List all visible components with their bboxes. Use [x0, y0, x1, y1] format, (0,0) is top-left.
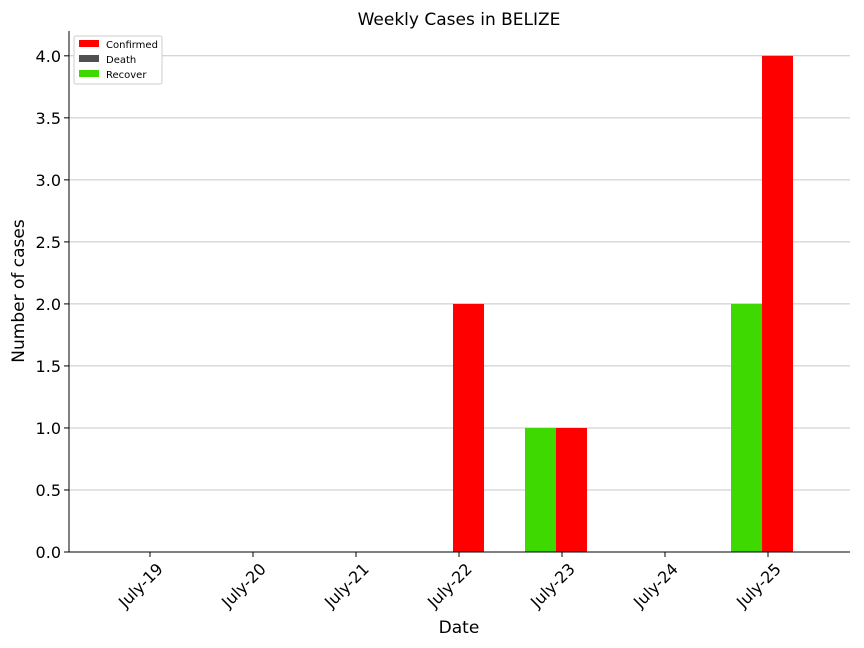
legend-label-confirmed: Confirmed [106, 40, 158, 51]
legend-swatch-recover [79, 70, 99, 77]
chart-title: Weekly Cases in BELIZE [358, 10, 561, 30]
y-tick-label: 4.0 [36, 47, 61, 66]
x-tick-label: July-21 [320, 559, 373, 612]
x-tick-label: July-25 [732, 559, 785, 612]
x-tick-label: July-24 [629, 559, 682, 612]
bars [453, 55, 793, 553]
bar-confirmed-july-25 [762, 55, 793, 553]
legend-label-recover: Recover [106, 70, 147, 81]
bar-confirmed-july-22 [453, 303, 484, 552]
x-tick-label: July-20 [217, 559, 270, 612]
y-tick-label: 3.0 [36, 171, 61, 190]
legend: Confirmed Death Recover [73, 35, 163, 85]
y-tick-label: 1.0 [36, 419, 61, 438]
y-tick-label: 2.0 [36, 295, 61, 314]
legend-swatch-death [79, 55, 99, 62]
y-tick-label: 3.5 [36, 109, 61, 128]
x-tick-label: July-23 [526, 559, 579, 612]
y-tick-label: 0.5 [36, 481, 61, 500]
x-axis-label: Date [439, 618, 480, 638]
x-axis-ticks: July-19 July-20 July-21 July-22 July-23 July-… [114, 552, 785, 612]
legend-swatch-confirmed [79, 40, 99, 47]
x-tick-label: July-19 [114, 559, 167, 612]
legend-label-death: Death [106, 55, 136, 66]
y-tick-label: 1.5 [36, 357, 61, 376]
bar-recover-july-25 [731, 303, 762, 552]
bar-recover-july-23 [525, 427, 556, 552]
y-tick-label: 0.0 [36, 543, 61, 562]
y-axis-label: Number of cases [9, 219, 29, 363]
y-tick-label: 2.5 [36, 233, 61, 252]
y-axis-ticks: 0.0 0.5 1.0 1.5 2.0 2.5 3.0 3.5 4.0 [36, 47, 69, 562]
bar-confirmed-july-23 [556, 427, 587, 552]
x-tick-label: July-22 [423, 559, 476, 612]
